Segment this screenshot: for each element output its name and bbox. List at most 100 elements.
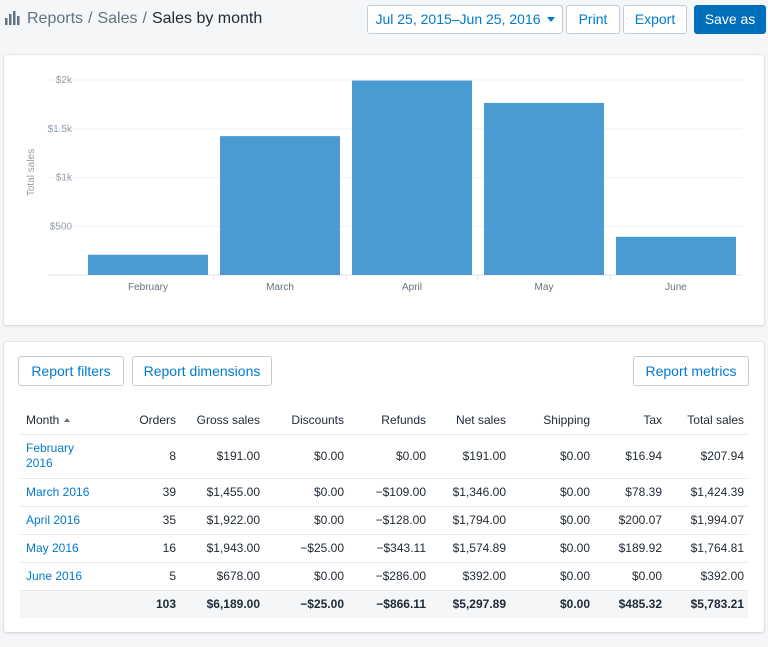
- orders-cell: 16: [108, 534, 180, 563]
- month-link[interactable]: May 2016: [20, 534, 108, 563]
- y-tick-label: $2k: [56, 75, 73, 86]
- column-header-refunds[interactable]: Refunds: [348, 406, 430, 435]
- table-header-row: Month Orders Gross sales Discounts Refun…: [20, 406, 748, 435]
- bar: [220, 136, 340, 275]
- total-sales-cell: $1,764.81: [666, 534, 748, 563]
- x-tick-label: February: [128, 282, 168, 293]
- total-sales-cell: $207.94: [666, 434, 748, 479]
- y-tick-label: $1k: [56, 173, 73, 184]
- totals-label-cell: [20, 590, 108, 618]
- column-header-gross-sales[interactable]: Gross sales: [180, 406, 264, 435]
- table-row: May 2016 16 $1,943.00 −$25.00 −$343.11 $…: [20, 534, 748, 563]
- print-button[interactable]: Print: [566, 5, 620, 34]
- orders-cell: 8: [108, 434, 180, 479]
- report-dimensions-button[interactable]: Report dimensions: [132, 356, 272, 386]
- report-metrics-button[interactable]: Report metrics: [633, 356, 749, 386]
- column-header-discounts[interactable]: Discounts: [264, 406, 348, 435]
- refunds-cell: $0.00: [348, 434, 430, 479]
- gross-sales-cell: $1,922.00: [180, 506, 264, 535]
- shipping-cell: $0.00: [510, 534, 594, 563]
- net-sales-cell: $191.00: [430, 434, 510, 479]
- tax-cell: $200.07: [594, 506, 666, 535]
- x-tick-label: April: [402, 282, 422, 293]
- total-sales-cell: $1,424.39: [666, 478, 748, 507]
- net-sales-cell: $1,794.00: [430, 506, 510, 535]
- orders-total: 103: [108, 590, 180, 618]
- month-link[interactable]: June 2016: [20, 562, 108, 591]
- month-link[interactable]: March 2016: [20, 478, 108, 507]
- tax-cell: $189.92: [594, 534, 666, 563]
- discounts-cell: $0.00: [264, 506, 348, 535]
- column-header-net-sales[interactable]: Net sales: [430, 406, 510, 435]
- x-tick-label: May: [535, 282, 554, 293]
- refunds-cell: −$286.00: [348, 562, 430, 591]
- gross-sales-cell: $191.00: [180, 434, 264, 479]
- column-header-shipping[interactable]: Shipping: [510, 406, 594, 435]
- breadcrumb-separator: /: [142, 10, 147, 27]
- discounts-total: −$25.00: [264, 590, 348, 618]
- y-axis-label: Total sales: [26, 149, 37, 196]
- refunds-cell: −$128.00: [348, 506, 430, 535]
- table-row: April 2016 35 $1,922.00 $0.00 −$128.00 $…: [20, 506, 748, 535]
- totals-row: 103 $6,189.00 −$25.00 −$866.11 $5,297.89…: [20, 590, 748, 618]
- net-sales-total: $5,297.89: [430, 590, 510, 618]
- table-row: February 2016 8 $191.00 $0.00 $0.00 $191…: [20, 434, 748, 479]
- orders-cell: 35: [108, 506, 180, 535]
- gross-sales-cell: $678.00: [180, 562, 264, 591]
- tax-cell: $0.00: [594, 562, 666, 591]
- net-sales-cell: $1,574.89: [430, 534, 510, 563]
- chart-card: $500 $1k $1.5k $2k February March April May June…: [4, 55, 764, 325]
- breadcrumb-sales-link[interactable]: Sales: [97, 10, 138, 27]
- gross-sales-cell: $1,455.00: [180, 478, 264, 507]
- tax-cell: $78.39: [594, 478, 666, 507]
- bar: [616, 236, 736, 275]
- discounts-cell: $0.00: [264, 478, 348, 507]
- gross-sales-total: $6,189.00: [180, 590, 264, 618]
- net-sales-cell: $1,346.00: [430, 478, 510, 507]
- total-sales-total: $5,783.21: [666, 590, 748, 618]
- page-title: Sales by month: [151, 10, 263, 27]
- tax-total: $485.32: [594, 590, 666, 618]
- month-link[interactable]: February 2016: [20, 434, 108, 479]
- bar: [352, 80, 472, 275]
- column-header-label: Month: [26, 412, 60, 427]
- y-tick-label: $500: [50, 221, 73, 232]
- date-range-label: Jul 25, 2015–Jun 25, 2016: [375, 11, 541, 27]
- column-header-tax[interactable]: Tax: [594, 406, 666, 435]
- breadcrumb: Reports / Sales / Sales by month: [27, 9, 262, 29]
- export-button[interactable]: Export: [623, 5, 687, 34]
- x-tick-label: March: [266, 282, 294, 293]
- column-header-orders[interactable]: Orders: [108, 406, 180, 435]
- refunds-total: −$866.11: [348, 590, 430, 618]
- shipping-cell: $0.00: [510, 562, 594, 591]
- report-filters-button[interactable]: Report filters: [18, 356, 124, 386]
- table-row: June 2016 5 $678.00 $0.00 −$286.00 $392.…: [20, 562, 748, 591]
- save-as-button[interactable]: Save as: [694, 5, 766, 34]
- y-tick-label: $1.5k: [48, 124, 73, 135]
- x-tick-label: June: [665, 282, 687, 293]
- discounts-cell: −$25.00: [264, 534, 348, 563]
- month-link[interactable]: April 2016: [20, 506, 108, 535]
- discounts-cell: $0.00: [264, 434, 348, 479]
- sales-table: Month Orders Gross sales Discounts Refun…: [20, 406, 748, 618]
- tax-cell: $16.94: [594, 434, 666, 479]
- gross-sales-cell: $1,943.00: [180, 534, 264, 563]
- shipping-cell: $0.00: [510, 506, 594, 535]
- total-sales-cell: $392.00: [666, 562, 748, 591]
- net-sales-cell: $392.00: [430, 562, 510, 591]
- refunds-cell: −$343.11: [348, 534, 430, 563]
- shipping-total: $0.00: [510, 590, 594, 618]
- breadcrumb-separator: /: [88, 10, 93, 27]
- top-bar: Reports / Sales / Sales by month Jul 25, 201…: [0, 0, 768, 40]
- sort-ascending-icon: [64, 417, 71, 422]
- orders-cell: 5: [108, 562, 180, 591]
- date-range-picker-button[interactable]: Jul 25, 2015–Jun 25, 2016: [367, 5, 563, 34]
- discounts-cell: $0.00: [264, 562, 348, 591]
- caret-down-icon: [546, 17, 555, 22]
- sales-bar-chart: $500 $1k $1.5k $2k February March April May June…: [26, 75, 742, 293]
- shipping-cell: $0.00: [510, 434, 594, 479]
- breadcrumb-reports-link[interactable]: Reports: [27, 10, 84, 27]
- bar-chart-icon: [5, 11, 20, 25]
- column-header-month[interactable]: Month: [20, 406, 108, 435]
- column-header-total-sales[interactable]: Total sales: [666, 406, 748, 435]
